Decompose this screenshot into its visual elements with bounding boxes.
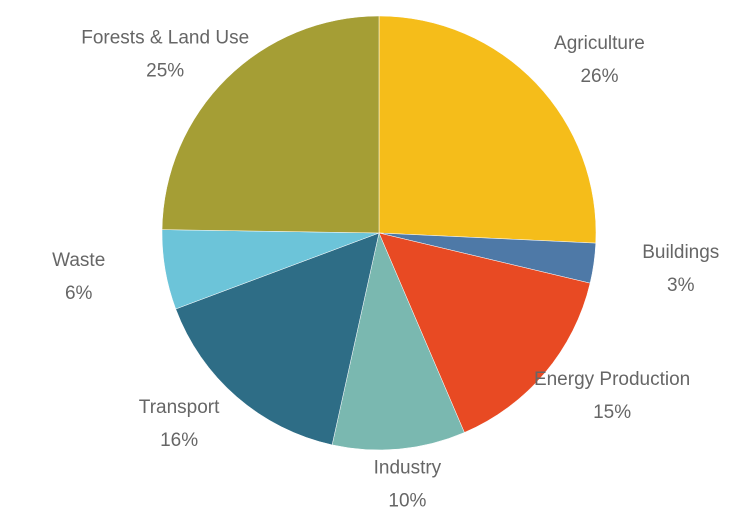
slice-value-label: 6% — [65, 283, 93, 304]
slice-label: Energy Production — [534, 369, 690, 390]
slice-label: Buildings — [642, 242, 719, 263]
slice-value-label: 25% — [146, 61, 184, 82]
pie-slice — [161, 15, 380, 234]
pie-slice — [378, 15, 597, 244]
slice-label: Waste — [52, 250, 105, 271]
slice-value-label: 10% — [388, 491, 426, 512]
slice-value-label: 16% — [160, 430, 198, 451]
slice-label: Agriculture — [554, 33, 645, 54]
slice-label: Industry — [374, 458, 442, 479]
pie-slice — [331, 232, 465, 451]
pie-slice — [175, 232, 380, 446]
pie-slice — [378, 232, 591, 433]
slice-label: Forests & Land Use — [81, 28, 249, 49]
slice-value-label: 3% — [667, 275, 695, 296]
slice-value-label: 26% — [580, 66, 618, 87]
slice-value-label: 15% — [593, 402, 631, 423]
slice-label: Transport — [139, 397, 220, 418]
